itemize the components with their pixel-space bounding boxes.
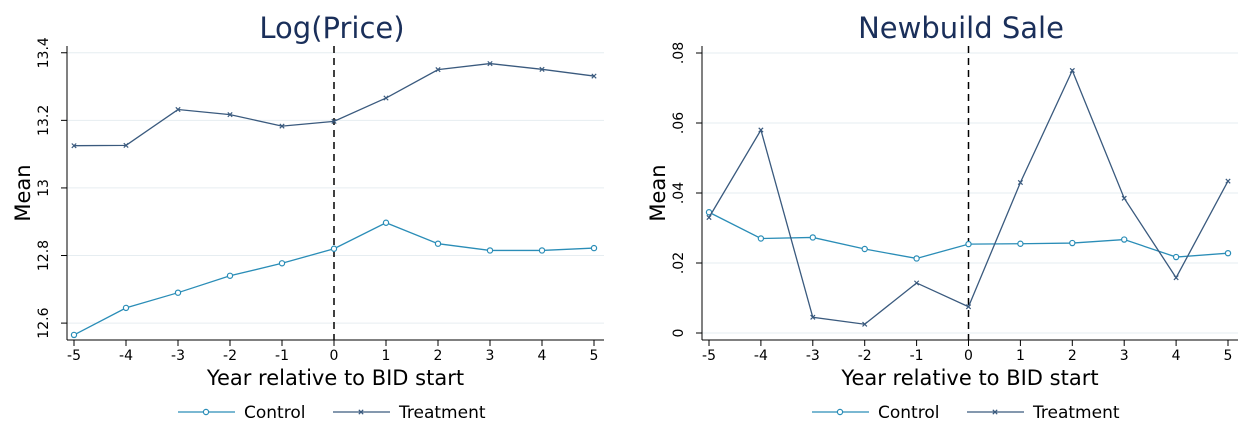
data-point-control <box>590 244 598 252</box>
legend-marker-treatment <box>358 409 364 415</box>
x-tick-label: 3 <box>486 348 495 364</box>
legend-marker-control <box>836 408 844 416</box>
data-point-treatment <box>487 60 493 67</box>
legend-label-control: Control <box>878 403 939 423</box>
legend: Control Treatment <box>812 403 1120 423</box>
data-point-control <box>1224 249 1232 257</box>
data-point-control <box>913 255 920 262</box>
y-axis-label: Mean <box>11 164 35 221</box>
data-point-treatment <box>279 123 285 129</box>
y-tick-label: .04 <box>671 182 687 204</box>
legend-label-control: Control <box>244 403 305 423</box>
x-tick-label: -1 <box>275 348 289 364</box>
data-point-control <box>861 245 868 253</box>
data-point-control <box>1017 240 1024 247</box>
data-point-control <box>330 245 338 252</box>
x-tick-label: -4 <box>119 348 133 364</box>
x-tick-label: 2 <box>434 348 443 364</box>
y-tick-label: 12.8 <box>36 240 52 271</box>
y-tick-label: 0 <box>671 329 687 338</box>
x-tick-label: 4 <box>538 348 547 364</box>
data-point-control <box>486 247 494 254</box>
data-point-control <box>174 289 182 296</box>
data-point-control <box>1069 239 1076 247</box>
x-tick-label: 0 <box>964 348 973 364</box>
data-point-treatment <box>383 95 389 101</box>
chart-title: Log(Price) <box>259 11 404 45</box>
x-axis-label: Year relative to BID start <box>840 366 1098 390</box>
data-point-control <box>434 240 442 247</box>
x-tick-label: -1 <box>910 348 924 364</box>
x-tick-label: -2 <box>858 348 872 364</box>
data-point-treatment <box>1121 195 1127 201</box>
legend: Control Treatment <box>178 403 486 423</box>
data-point-treatment <box>591 73 597 79</box>
data-point-treatment <box>227 111 233 118</box>
data-point-control <box>538 247 546 254</box>
y-tick-label: 13.4 <box>36 37 52 68</box>
y-tick-label: 13.2 <box>36 105 52 136</box>
data-point-control <box>382 219 390 226</box>
x-tick-label: -5 <box>702 348 716 364</box>
y-tick-label: .02 <box>671 252 687 274</box>
x-tick-label: 4 <box>1172 348 1181 364</box>
data-point-treatment <box>71 143 77 149</box>
data-point-control <box>70 331 78 339</box>
data-point-treatment <box>758 127 764 133</box>
x-tick-label: 1 <box>382 348 391 364</box>
data-point-treatment <box>706 214 712 221</box>
data-point-control <box>1172 253 1180 261</box>
chart-panel-2: Newbuild Sale 0 .02 .04 .06 .08 -5 -4 -3 -2 -1 0 1 2 3… <box>646 11 1238 423</box>
legend-label-treatment: Treatment <box>1032 403 1120 423</box>
x-tick-label: 5 <box>590 348 599 364</box>
y-tick-label: 12.6 <box>36 307 52 338</box>
x-tick-label: 0 <box>330 348 339 364</box>
data-point-control <box>278 260 286 267</box>
x-tick-label: 3 <box>1120 348 1129 364</box>
data-point-treatment <box>1225 178 1231 184</box>
data-point-treatment <box>1017 179 1024 186</box>
data-point-control <box>122 304 130 312</box>
data-point-treatment <box>539 66 545 72</box>
data-point-treatment <box>435 67 441 73</box>
y-axis-label: Mean <box>646 164 670 221</box>
legend-label-treatment: Treatment <box>398 403 486 423</box>
data-point-treatment <box>123 142 129 148</box>
y-tick-label: .06 <box>671 112 687 134</box>
data-point-treatment <box>331 118 337 124</box>
x-tick-label: -2 <box>223 348 237 364</box>
x-tick-label: 1 <box>1016 348 1025 364</box>
data-point-treatment <box>862 321 868 327</box>
y-tick-label: 13 <box>36 179 52 197</box>
x-tick-label: -3 <box>806 348 820 364</box>
data-point-treatment <box>810 314 816 320</box>
chart-title: Newbuild Sale <box>858 11 1064 45</box>
legend-marker-control <box>202 408 210 416</box>
data-point-treatment <box>175 106 181 113</box>
data-point-control <box>1120 236 1128 243</box>
data-point-control <box>965 240 972 248</box>
x-tick-label: 2 <box>1068 348 1077 364</box>
data-point-control <box>226 272 234 279</box>
data-point-treatment <box>965 304 972 310</box>
data-point-control <box>757 235 765 242</box>
x-tick-label: -3 <box>171 348 185 364</box>
data-point-treatment <box>913 280 920 286</box>
data-point-treatment <box>1173 275 1179 281</box>
y-tick-label: .08 <box>671 42 687 64</box>
x-tick-label: -5 <box>67 348 81 364</box>
x-tick-label: 5 <box>1224 348 1233 364</box>
data-point-treatment <box>1069 67 1075 74</box>
data-point-control <box>809 234 817 241</box>
x-tick-label: -4 <box>754 348 768 364</box>
legend-marker-treatment <box>992 409 998 415</box>
x-axis-label: Year relative to BID start <box>206 366 464 390</box>
